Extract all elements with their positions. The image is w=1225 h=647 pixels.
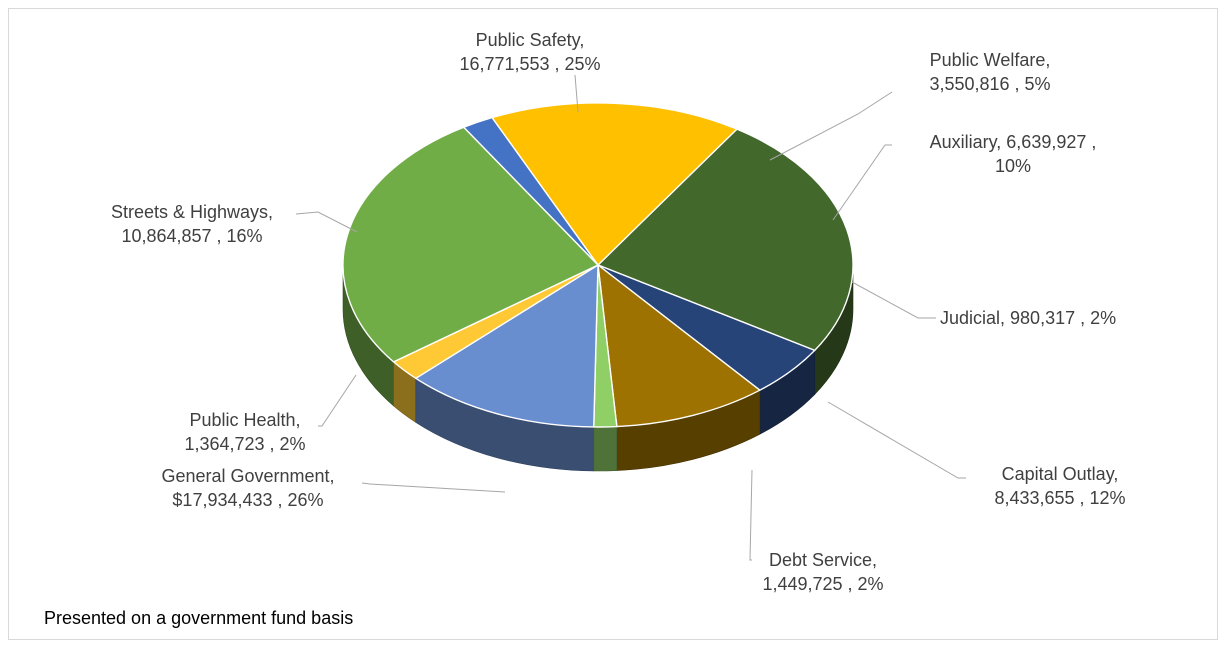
label-name: Streets & Highways, xyxy=(110,202,274,222)
label-name: Public Safety, xyxy=(475,30,585,50)
leader-line-2 xyxy=(832,144,892,221)
label-debt-service: Debt Service, 1,449,725 , 2% xyxy=(738,548,908,596)
slice-top-4 xyxy=(415,264,599,428)
label-public-safety: Public Safety, 16,771,553 , 25% xyxy=(400,28,660,76)
label-public-health: Public Health, 1,364,723 , 2% xyxy=(160,408,330,456)
label-public-welfare: Public Welfare, 3,550,816 , 5% xyxy=(880,48,1100,96)
label-value: 10% xyxy=(994,156,1032,176)
leader-line-8 xyxy=(295,211,358,233)
footnote: Presented on a government fund basis xyxy=(44,608,354,628)
label-streets-highways: Streets & Highways, 10,864,857 , 16% xyxy=(82,200,302,248)
label-name: Public Health, xyxy=(189,410,301,430)
label-value: $17,934,433 , 26% xyxy=(172,490,324,510)
slice-top-0 xyxy=(597,128,854,352)
leader-line-3 xyxy=(851,281,936,319)
label-general-government: General Government, $17,934,433 , 26% xyxy=(128,464,368,512)
leader-line-4 xyxy=(827,401,966,479)
leader-lines xyxy=(295,74,966,561)
label-value: 1,449,725 , 2% xyxy=(762,574,884,594)
slice-top-2 xyxy=(597,264,761,428)
pie-top-group xyxy=(342,102,854,428)
label-value: 10,864,857 , 16% xyxy=(121,226,263,246)
label-auxiliary: Auxiliary, 6,639,927 , 10% xyxy=(888,130,1138,178)
leader-line-7 xyxy=(318,374,357,427)
label-name: General Government, xyxy=(161,466,335,486)
slice-top-6 xyxy=(342,126,599,363)
leader-line-0 xyxy=(574,74,579,113)
label-value: 16,771,553 , 25% xyxy=(459,54,601,74)
label-value: 1,364,723 , 2% xyxy=(184,434,306,454)
label-name: Judicial, 980,317 , 2% xyxy=(940,308,1117,328)
label-value: 3,550,816 , 5% xyxy=(929,74,1051,94)
leader-line-5 xyxy=(749,469,753,561)
slice-side-3 xyxy=(593,426,618,472)
label-name: Capital Outlay, xyxy=(1001,464,1119,484)
label-judicial: Judicial, 980,317 , 2% xyxy=(940,306,1116,330)
slice-top-8 xyxy=(491,102,738,266)
leader-line-1 xyxy=(769,91,893,161)
label-capital-outlay: Capital Outlay, 8,433,655 , 12% xyxy=(960,462,1160,510)
label-value: 8,433,655 , 12% xyxy=(994,488,1126,508)
label-name: Public Welfare, xyxy=(929,50,1051,70)
label-name: Auxiliary, 6,639,927 , xyxy=(929,132,1097,152)
leader-line-6 xyxy=(361,482,506,493)
label-name: Debt Service, xyxy=(768,550,878,570)
